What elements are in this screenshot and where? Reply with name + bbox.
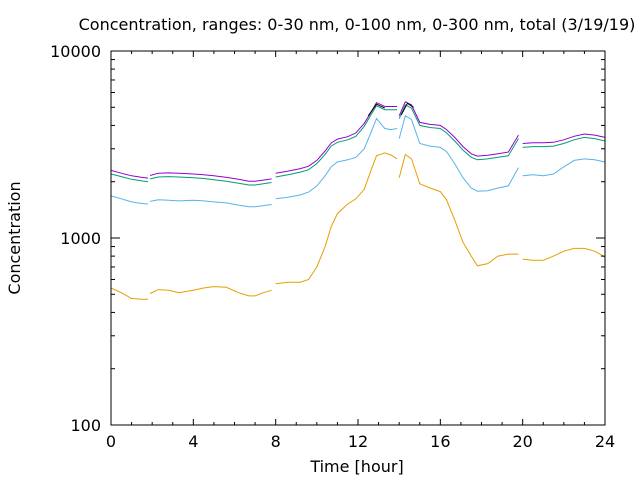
series-3-segment-4 [522, 133, 606, 144]
chart-title: Concentration, ranges: 0-30 nm, 0-100 nm… [79, 15, 636, 34]
x-axis: 0 4 8 12 16 20 24 [106, 51, 615, 451]
y-axis-label: Concentration [5, 181, 24, 294]
series-0-segment-2 [275, 152, 398, 285]
series-layer [110, 101, 606, 300]
series-2-segment-0 [110, 173, 149, 183]
series-2-segment-4 [522, 136, 606, 148]
x-tick-label: 4 [188, 432, 198, 451]
y-tick-label: 1000 [60, 229, 101, 248]
y-tick-label: 10000 [50, 42, 101, 61]
x-tick-label: 0 [106, 432, 116, 451]
series-1-segment-1 [150, 199, 272, 208]
series-0-segment-0 [110, 287, 149, 300]
series-2-segment-2 [275, 105, 398, 178]
series-4-segment-0 [367, 103, 386, 117]
x-tick-label: 20 [512, 432, 532, 451]
series-2-segment-1 [149, 176, 272, 186]
series-3-segment-1 [149, 172, 272, 182]
series-1-segment-4 [522, 158, 606, 177]
series-0-segment-3 [398, 153, 519, 267]
plot-frame [110, 50, 606, 426]
series-2-segment-3 [398, 104, 519, 161]
series-4-segment-1 [400, 102, 414, 116]
x-axis-label: Time [hour] [309, 457, 403, 476]
x-tick-label: 8 [271, 432, 281, 451]
series-1-segment-2 [275, 117, 398, 200]
y-axis: 100 1000 10000 [50, 42, 605, 435]
series-1-segment-3 [398, 115, 519, 192]
series-0-segment-1 [149, 286, 272, 297]
x-tick-label: 16 [430, 432, 450, 451]
series-3-segment-2 [275, 101, 398, 174]
series-3-segment-0 [110, 169, 149, 179]
series-1-segment-0 [110, 195, 149, 205]
series-0-segment-4 [522, 247, 606, 261]
series-3-segment-3 [398, 101, 519, 157]
x-tick-label: 24 [595, 432, 615, 451]
y-tick-label: 100 [70, 416, 101, 435]
x-tick-label: 12 [348, 432, 368, 451]
